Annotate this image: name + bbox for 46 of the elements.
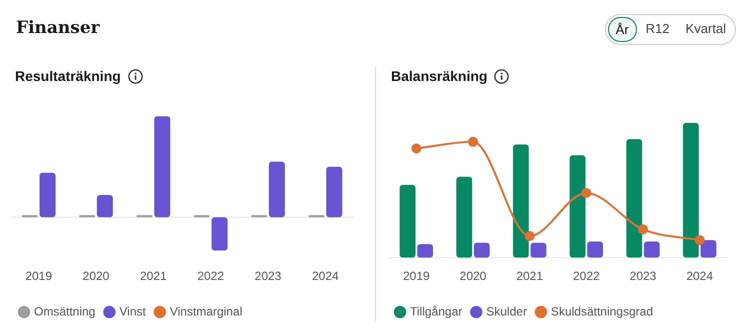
point: [694, 235, 705, 246]
bar: [512, 144, 529, 258]
point: [468, 136, 478, 147]
bar: [268, 162, 285, 218]
bar: [40, 172, 56, 218]
bar: [700, 240, 716, 258]
legend-label: Skulder: [486, 304, 527, 318]
point: [581, 188, 592, 198]
bar: [212, 217, 228, 251]
bar: [417, 244, 434, 258]
legend-label: Vinst: [119, 304, 146, 318]
chart-title: Balansräkning: [391, 68, 488, 84]
point: [524, 231, 535, 242]
bar: [530, 242, 546, 258]
bar: [682, 122, 699, 258]
chart-title: Resultaträkning: [15, 68, 121, 84]
x-tick-label: 2023: [254, 269, 282, 284]
bar: [456, 176, 472, 258]
x-tick-label: 2019: [25, 269, 52, 284]
x-tick-label: 2020: [82, 269, 110, 284]
x-tick-label: 2020: [460, 269, 487, 284]
bar: [154, 116, 170, 218]
bar: [626, 139, 642, 258]
legend-label: Vinstmarginal: [170, 304, 242, 318]
x-tick-label: 2021: [516, 269, 544, 284]
bar: [96, 194, 113, 218]
x-tick-label: 2022: [572, 269, 600, 284]
bar: [644, 241, 660, 258]
x-tick-label: 2024: [686, 269, 714, 284]
x-tick-label: 2023: [630, 269, 657, 284]
period-toggle[interactable]: År R12 Kvartal: [604, 14, 736, 45]
legend-label: Tillgångar: [410, 304, 462, 318]
x-tick-label: 2019: [402, 269, 430, 284]
bar: [587, 241, 604, 258]
bar: [474, 242, 490, 258]
point: [638, 224, 648, 234]
bar: [326, 166, 342, 218]
legend-label: Omsättning: [34, 304, 96, 318]
x-tick-label: 2022: [197, 269, 224, 284]
bar: [400, 184, 416, 258]
x-tick-label: 2024: [312, 269, 340, 284]
text: Finanser: [16, 18, 100, 38]
bar: [570, 155, 586, 258]
legend-label: Skuldsättningsgrad: [550, 304, 654, 318]
point: [411, 144, 422, 154]
x-tick-label: 2021: [140, 269, 168, 284]
